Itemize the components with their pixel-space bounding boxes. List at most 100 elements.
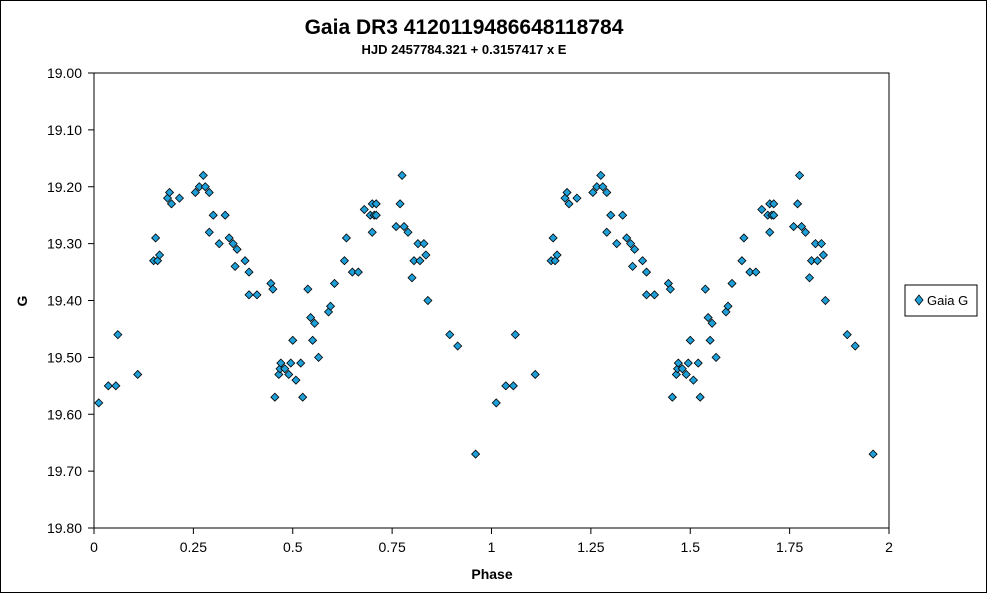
data-point — [700, 284, 710, 294]
data-point — [403, 227, 413, 237]
data-point — [789, 221, 799, 232]
data-point — [308, 335, 318, 345]
data-point — [683, 358, 693, 368]
y-tick-label: 19.80 — [47, 520, 82, 536]
data-point — [224, 233, 234, 243]
data-point — [284, 369, 294, 380]
data-point — [296, 358, 306, 368]
data-point — [353, 267, 363, 277]
data-point — [618, 210, 628, 220]
data-point — [769, 199, 779, 209]
data-point — [693, 358, 703, 368]
data-point — [812, 256, 823, 266]
data-point — [667, 392, 677, 402]
data-point — [419, 239, 429, 249]
y-tick-label: 19.00 — [47, 65, 82, 81]
data-point — [413, 239, 423, 249]
data-point — [630, 244, 640, 254]
data-point — [291, 375, 301, 385]
x-axis-title: Phase — [471, 566, 512, 582]
data-point — [329, 278, 340, 289]
data-point — [491, 398, 501, 408]
data-point — [868, 449, 878, 459]
data-point — [415, 256, 425, 266]
data-point — [641, 290, 652, 300]
data-point — [685, 335, 695, 345]
x-tick-label: 0.25 — [180, 539, 207, 555]
data-point — [347, 267, 357, 277]
data-point — [325, 301, 336, 311]
data-point — [276, 358, 286, 368]
x-tick-label: 1.5 — [681, 539, 701, 555]
data-point — [155, 250, 165, 260]
x-tick-label: 0.75 — [379, 539, 406, 555]
data-point — [113, 330, 123, 340]
data-point — [842, 330, 852, 340]
data-point — [399, 221, 409, 232]
data-point — [572, 193, 582, 203]
y-axis-title: G — [14, 295, 30, 306]
data-point — [314, 352, 324, 362]
data-point — [395, 199, 405, 209]
data-point — [194, 182, 204, 192]
data-point — [391, 221, 401, 232]
data-point — [677, 364, 687, 374]
data-point — [341, 233, 351, 243]
data-point — [501, 381, 511, 391]
data-point — [508, 381, 518, 391]
data-point — [244, 267, 254, 277]
data-point — [244, 290, 254, 300]
data-point — [252, 290, 262, 300]
data-point — [612, 239, 622, 249]
data-point — [552, 250, 562, 260]
data-point — [588, 187, 598, 198]
data-point — [288, 335, 298, 345]
data-point — [751, 267, 761, 277]
data-point — [596, 170, 606, 180]
data-point — [111, 381, 121, 391]
legend: Gaia G — [904, 284, 978, 317]
data-point — [711, 352, 721, 362]
data-point — [303, 284, 313, 294]
data-point — [151, 233, 161, 243]
data-point — [198, 170, 208, 180]
y-axis: 19.00 19.10 19.20 19.30 19.40 19.50 19.60 19.70… — [47, 65, 94, 536]
data-point — [103, 381, 113, 391]
data-point — [240, 256, 250, 266]
data-point — [606, 210, 616, 220]
data-point — [162, 193, 173, 203]
data-point — [673, 358, 683, 368]
data-point — [592, 182, 602, 192]
chart-subtitle: HJD 2457784.321 + 0.3157417 x E — [362, 42, 567, 57]
data-point — [367, 227, 377, 237]
data-point — [371, 210, 381, 220]
data-point — [204, 187, 214, 198]
data-point — [796, 221, 807, 232]
data-point — [705, 335, 715, 345]
data-point — [270, 392, 280, 402]
data-point — [626, 239, 636, 249]
data-point — [471, 449, 481, 459]
data-point — [602, 187, 612, 198]
data-point — [800, 227, 811, 237]
data-point — [810, 239, 821, 249]
data-point — [174, 193, 185, 203]
data-point — [804, 273, 815, 283]
data-point — [214, 239, 224, 249]
data-point — [230, 261, 240, 271]
data-point — [510, 330, 520, 340]
y-tick-label: 19.30 — [47, 236, 82, 252]
data-point — [637, 256, 648, 266]
data-point — [204, 227, 214, 237]
legend-marker-diamond-icon — [914, 294, 924, 306]
data-point — [816, 239, 826, 249]
data-point — [737, 256, 747, 266]
data-point — [423, 295, 433, 306]
x-tick-label: 1 — [488, 539, 496, 555]
data-point — [598, 182, 608, 192]
data-point — [453, 341, 463, 351]
data-point — [208, 210, 218, 220]
data-point — [769, 210, 779, 220]
